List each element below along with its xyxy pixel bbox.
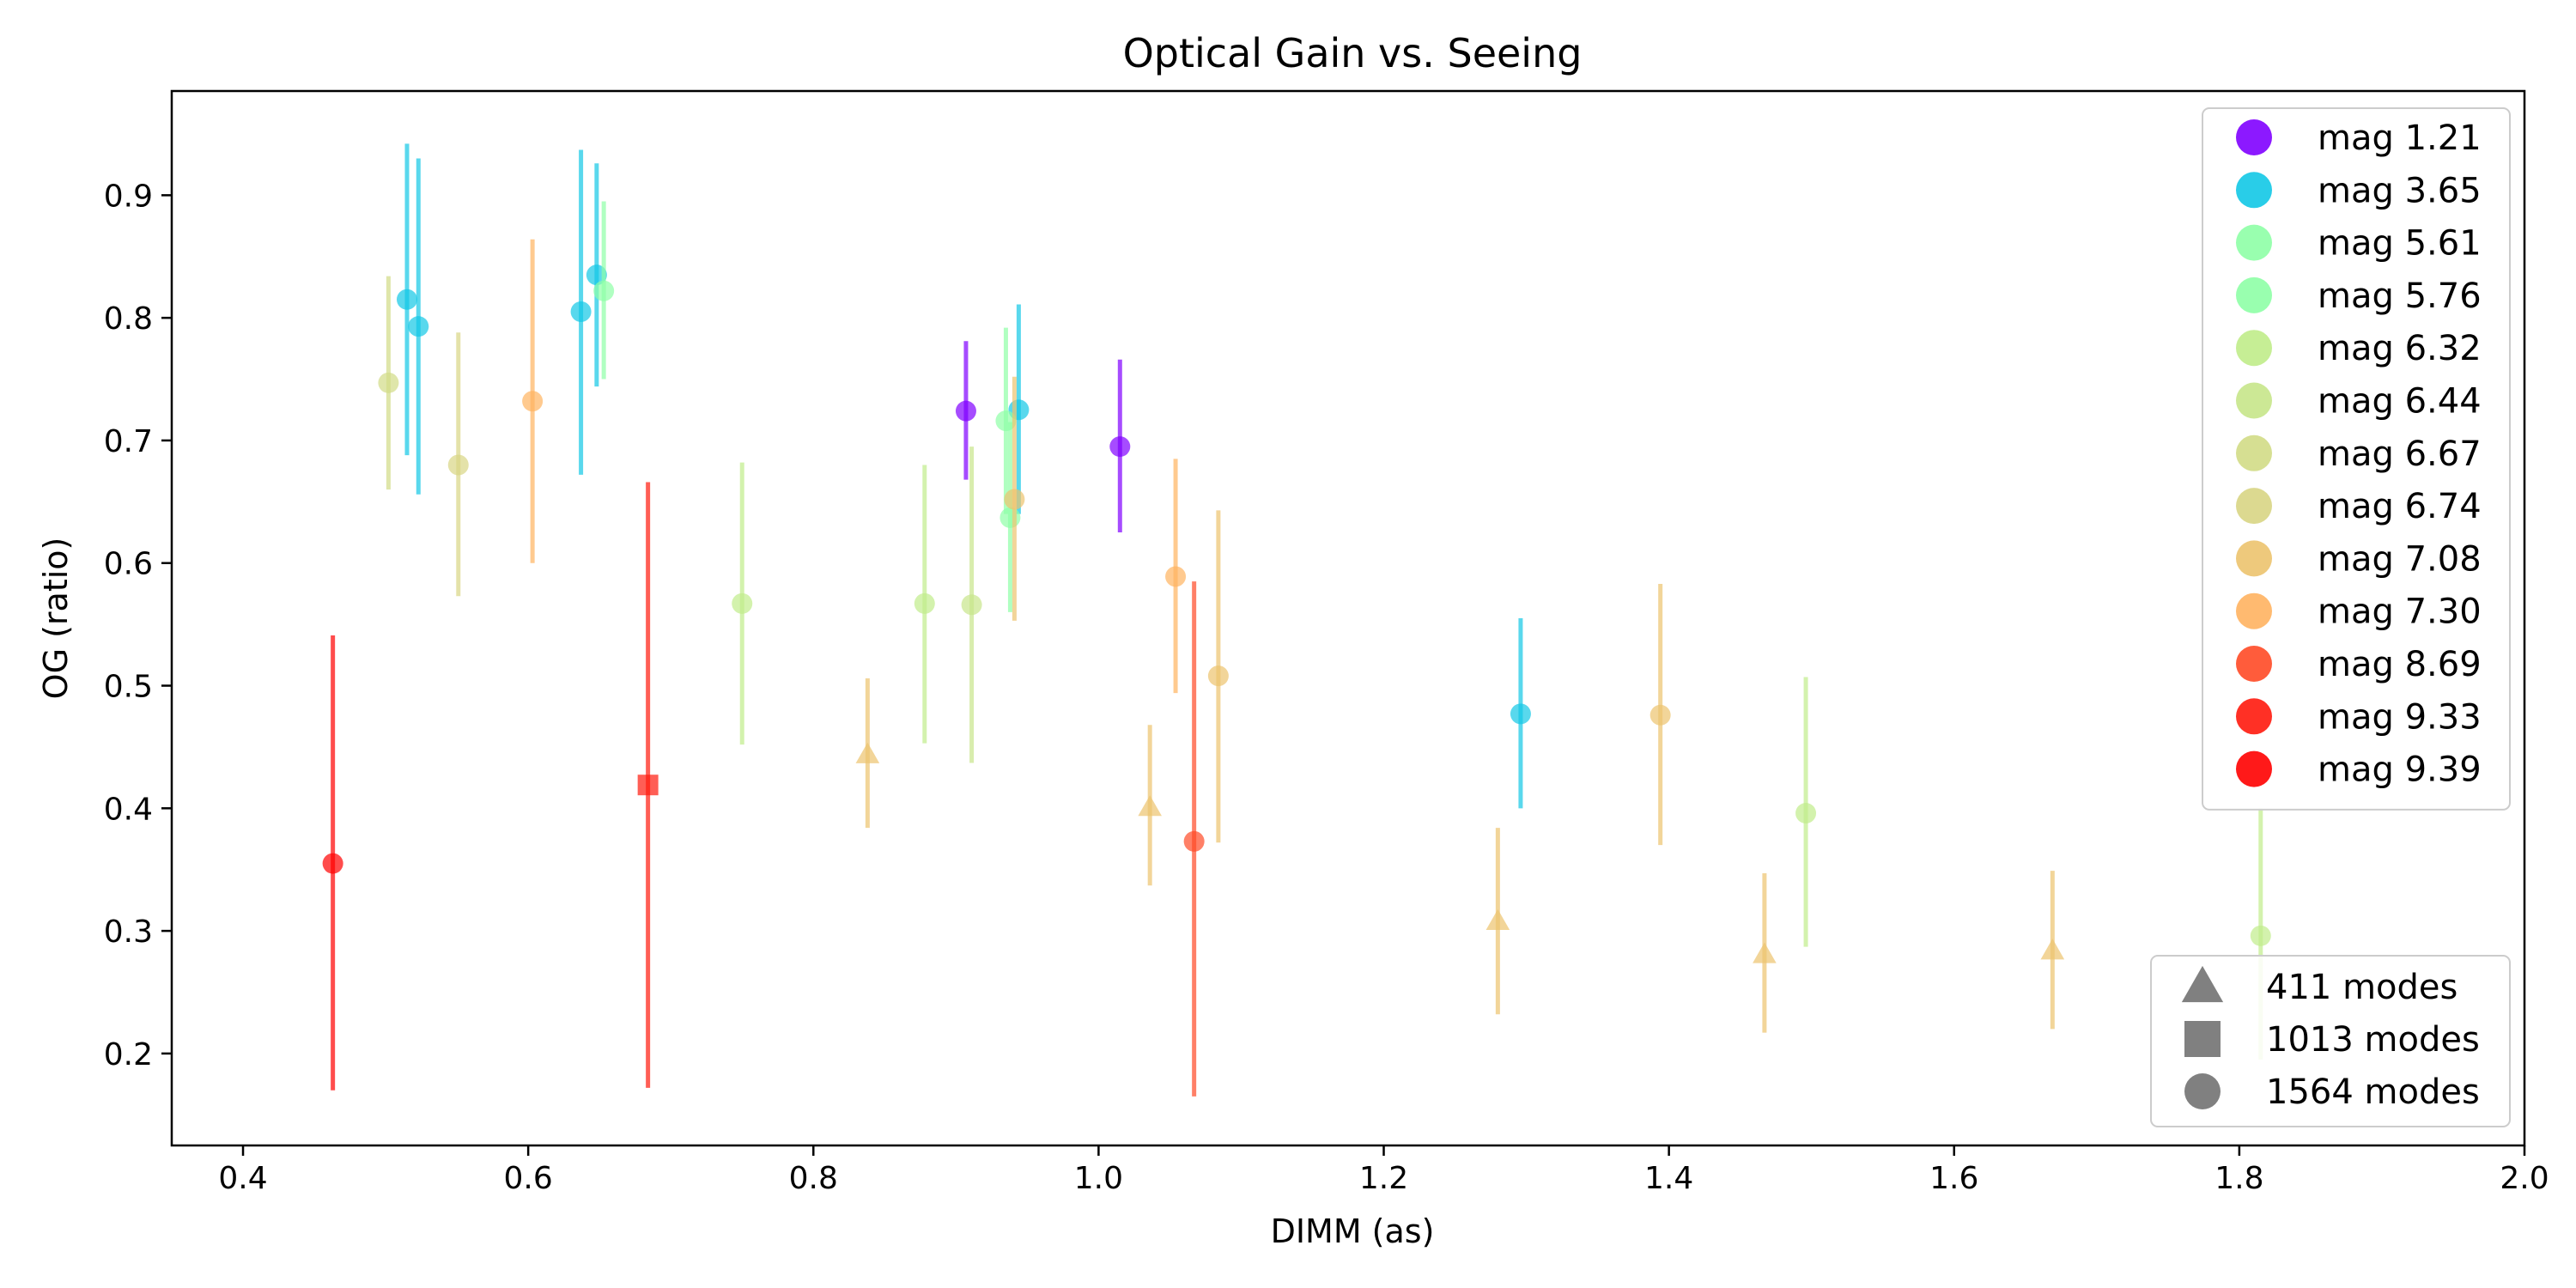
data-point-circle (322, 853, 343, 874)
legend-swatch (2236, 330, 2272, 367)
modes-legend-swatch (2181, 965, 2224, 1003)
legend-swatch (2236, 434, 2272, 471)
y-tick-label: 0.3 (104, 914, 153, 950)
chart-title: Optical Gain vs. Seeing (1123, 30, 1583, 76)
data-point-circle (1004, 489, 1025, 510)
y-tick-label: 0.9 (104, 179, 153, 214)
data-point-circle (593, 280, 615, 301)
legend-entry: mag 7.08 (2318, 539, 2482, 579)
legend-swatch (2236, 172, 2272, 209)
legend-entry: mag 5.61 (2318, 224, 2482, 264)
y-tick-label: 0.5 (104, 670, 153, 705)
legend-swatch (2236, 119, 2272, 155)
legend-entry: mag 9.33 (2318, 697, 2482, 737)
data-point-circle (1183, 830, 1205, 852)
y-tick-label: 0.6 (104, 547, 153, 582)
data-point-circle (570, 301, 592, 323)
x-tick-label: 1.6 (1929, 1161, 1978, 1196)
modes-legend-box (2150, 955, 2511, 1127)
legend-swatch (2236, 276, 2272, 313)
data-point-circle (914, 592, 935, 614)
data-point-circle (378, 372, 399, 393)
data-point-circle (1795, 803, 1817, 824)
x-tick-label: 2.0 (2500, 1161, 2549, 1196)
data-point-circle (397, 289, 417, 310)
x-tick-label: 0.6 (504, 1161, 553, 1196)
x-axis: 0.4 0.6 0.8 1.0 1.2 1.4 1.6 1.8 2.0 (218, 1145, 2549, 1196)
y-tick-label: 0.4 (104, 792, 153, 827)
modes-legend-swatch (2184, 1073, 2221, 1109)
y-tick-label: 0.8 (104, 301, 153, 337)
data-point-circle (961, 594, 982, 616)
legend-entry: mag 7.30 (2318, 592, 2482, 632)
legend-swatch (2236, 224, 2272, 261)
y-tick-label: 0.2 (104, 1037, 153, 1072)
data-point-circle (408, 316, 429, 337)
data-point-triangle (855, 742, 880, 763)
legend-entry: mag 3.65 (2318, 171, 2482, 210)
legend-box (2202, 107, 2511, 811)
legend-entry: mag 6.44 (2318, 382, 2482, 422)
x-tick-label: 1.2 (1359, 1161, 1408, 1196)
data-point-triangle (1753, 942, 1777, 963)
legend-entry: mag 5.76 (2318, 276, 2482, 316)
legend-entry: mag 6.32 (2318, 329, 2482, 368)
data-point-triangle (2040, 939, 2065, 960)
magnitude-legend: mag 1.21 mag 3.65 mag 5.61 mag 5.76 mag 6.32… (2202, 107, 2511, 811)
legend-entry: mag 6.74 (2318, 487, 2482, 526)
x-tick-label: 1.4 (1644, 1161, 1693, 1196)
plot-frame (170, 89, 2526, 1147)
y-axis-label: OG (ratio) (37, 538, 75, 700)
legend-swatch (2236, 382, 2272, 419)
data-point-triangle (1138, 795, 1162, 817)
legend-swatch (2236, 646, 2272, 682)
modes-legend-entry: 411 modes (2266, 968, 2458, 1007)
legend-swatch (2236, 488, 2272, 525)
y-axis: 0.2 0.3 0.4 0.5 0.6 0.7 0.8 0.9 (104, 179, 172, 1072)
data-point-circle (999, 507, 1021, 528)
legend-swatch (2236, 540, 2272, 577)
data-point-circle (1207, 665, 1229, 687)
modes-legend-entry: 1564 modes (2266, 1072, 2480, 1112)
data-point-circle (1109, 436, 1131, 458)
data-point-circle (955, 400, 976, 422)
modes-legend-swatch (2184, 1021, 2221, 1057)
data-point-circle (1649, 704, 1671, 726)
data-point-circle (732, 592, 753, 614)
x-tick-label: 1.0 (1074, 1161, 1123, 1196)
data-point-square (637, 775, 659, 796)
x-tick-label: 0.4 (218, 1161, 267, 1196)
legend-entry: mag 1.21 (2318, 118, 2482, 158)
x-tick-label: 1.8 (2215, 1161, 2263, 1196)
data-point-circle (1510, 703, 1531, 725)
legend-swatch (2236, 750, 2272, 787)
y-tick-label: 0.7 (104, 424, 153, 459)
data-point-circle (522, 391, 544, 412)
data-point-triangle (1485, 908, 1510, 931)
modes-legend: 411 modes 1013 modes 1564 modes (2150, 955, 2511, 1127)
legend-entry: mag 8.69 (2318, 645, 2482, 684)
x-tick-label: 0.8 (789, 1161, 838, 1196)
x-axis-label: DIMM (as) (1271, 1212, 1435, 1250)
modes-legend-entry: 1013 modes (2266, 1020, 2480, 1060)
legend-entry: mag 6.67 (2318, 434, 2482, 474)
plot-area (322, 143, 2271, 1097)
legend-swatch (2236, 592, 2272, 629)
legend-entry: mag 9.39 (2318, 750, 2482, 790)
data-point-circle (1165, 566, 1187, 587)
data-point-circle (447, 454, 469, 476)
legend-swatch (2236, 698, 2272, 735)
data-point-circle (2250, 925, 2271, 946)
